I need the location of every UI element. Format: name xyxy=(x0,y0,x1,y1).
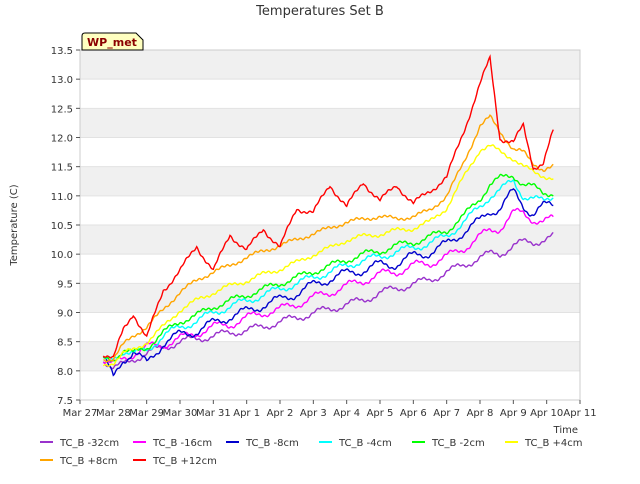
grid-band xyxy=(80,108,580,138)
x-axis-label: Time xyxy=(553,425,578,436)
y-tick-label: 10.0 xyxy=(51,250,73,261)
y-tick-label: 11.5 xyxy=(51,163,73,174)
wp-met-badge-text: WP_met xyxy=(87,36,137,49)
series-line-8 xyxy=(102,54,554,359)
series-line-5 xyxy=(102,173,554,362)
grid-band xyxy=(80,225,580,255)
y-tick-label: 8.0 xyxy=(57,367,73,378)
grid-band xyxy=(80,50,580,80)
legend-label: TC_B +12cm xyxy=(152,456,217,467)
series-line-3 xyxy=(102,187,554,377)
legend-label: TC_B -8cm xyxy=(245,438,299,449)
x-tick-label: Mar 28 xyxy=(96,408,131,419)
x-tick-label: Apr 7 xyxy=(433,408,460,419)
legend-item: TC_B +4cm xyxy=(505,438,583,449)
y-tick-label: 13.0 xyxy=(51,75,73,86)
legend-item: TC_B -16cm xyxy=(133,438,212,449)
x-tick-label: Apr 5 xyxy=(367,408,394,419)
x-tick-label: Apr 11 xyxy=(563,408,596,419)
series-line-7 xyxy=(103,114,554,363)
x-tick-label: Apr 10 xyxy=(530,408,563,419)
legend-item: TC_B +12cm xyxy=(133,456,217,467)
y-tick-label: 8.5 xyxy=(57,338,73,349)
y-tick-label: 12.5 xyxy=(51,104,73,115)
y-tick-label: 13.5 xyxy=(51,46,73,57)
x-tick-label: Mar 31 xyxy=(196,408,231,419)
legend-label: TC_B -16cm xyxy=(152,438,212,449)
legend-item: TC_B -32cm xyxy=(40,438,119,449)
x-tick-label: Apr 9 xyxy=(500,408,527,419)
chart-title: Temperatures Set B xyxy=(255,4,384,19)
grid-band xyxy=(80,166,580,196)
x-tick-label: Apr 4 xyxy=(333,408,360,419)
y-tick-label: 9.5 xyxy=(57,279,73,290)
x-tick-label: Apr 3 xyxy=(300,408,327,419)
x-tick-label: Mar 29 xyxy=(129,408,164,419)
series-line-1 xyxy=(102,231,554,370)
series-line-2 xyxy=(102,207,554,364)
x-tick-label: Apr 6 xyxy=(400,408,427,419)
x-tick-label: Apr 1 xyxy=(233,408,260,419)
legend-item: TC_B -8cm xyxy=(226,438,299,449)
legend-label: TC_B +4cm xyxy=(524,438,583,449)
wp-met-badge: WP_met xyxy=(81,32,144,51)
y-tick-label: 10.5 xyxy=(51,221,73,232)
y-tick-label: 9.0 xyxy=(57,309,73,320)
legend-item: TC_B +8cm xyxy=(40,456,118,467)
x-tick-label: Mar 27 xyxy=(63,408,98,419)
y-tick-label: 7.5 xyxy=(57,396,73,407)
legend-item: TC_B -4cm xyxy=(319,438,392,449)
y-tick-label: 12.0 xyxy=(51,134,73,145)
y-tick-label: 11.0 xyxy=(51,192,73,203)
legend-label: TC_B -2cm xyxy=(431,438,485,449)
legend-label: TC_B +8cm xyxy=(59,456,118,467)
legend-label: TC_B -4cm xyxy=(338,438,392,449)
series-line-4 xyxy=(102,178,554,360)
x-tick-label: Mar 30 xyxy=(163,408,198,419)
legend-item: TC_B -2cm xyxy=(412,438,485,449)
grid-band xyxy=(80,283,580,313)
legend-label: TC_B -32cm xyxy=(59,438,119,449)
y-axis-label: Temperature (C) xyxy=(9,184,20,266)
x-tick-label: Apr 8 xyxy=(467,408,494,419)
series-line-6 xyxy=(102,144,554,367)
x-tick-label: Apr 2 xyxy=(267,408,294,419)
